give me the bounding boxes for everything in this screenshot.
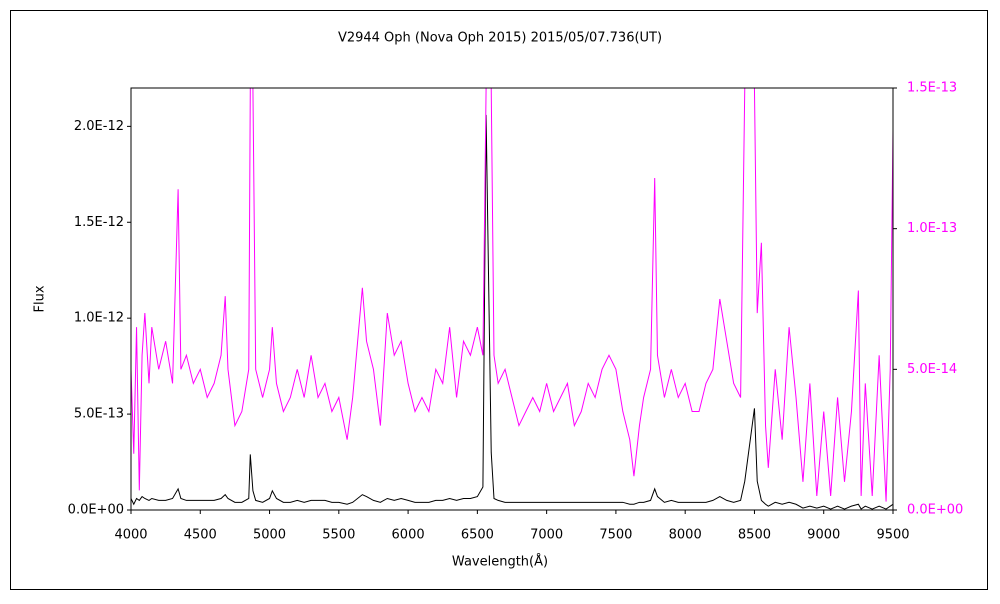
spectrum-line [131,88,893,502]
y-tick-label: 5.0E-13 [74,407,124,422]
x-tick-label: 7000 [530,528,563,543]
y2-tick-label: 0.0E+00 [907,503,963,518]
x-tick-label: 4500 [184,528,217,543]
plot-area [131,88,893,510]
y2-tick-label: 1.0E-13 [907,221,957,236]
x-tick-label: 5500 [322,528,355,543]
y-axis-label: Flux [33,285,48,312]
x-tick-label: 8000 [669,528,702,543]
x-tick-label: 9000 [807,528,840,543]
x-tick-label: 6000 [392,528,425,543]
x-tick-label: 5000 [253,528,286,543]
x-tick-label: 9500 [876,528,909,543]
y2-tick-label: 1.5E-13 [907,81,957,96]
x-tick-label: 8500 [738,528,771,543]
x-tick-label: 4000 [114,528,147,543]
chart-title: V2944 Oph (Nova Oph 2015) 2015/05/07.736… [338,31,662,46]
plot-border [130,87,894,511]
y-tick-label: 1.5E-12 [74,215,124,230]
x-axis-label: Wavelength(Å) [452,554,548,570]
spectrum-line [131,114,893,510]
y2-tick-label: 5.0E-14 [907,362,957,377]
y-tick-label: 2.0E-12 [74,119,124,134]
x-tick-label: 7500 [599,528,632,543]
x-tick-label: 6500 [461,528,494,543]
frame [10,10,988,590]
y-tick-label: 1.0E-12 [74,311,124,326]
y-tick-label: 0.0E+00 [68,503,124,518]
